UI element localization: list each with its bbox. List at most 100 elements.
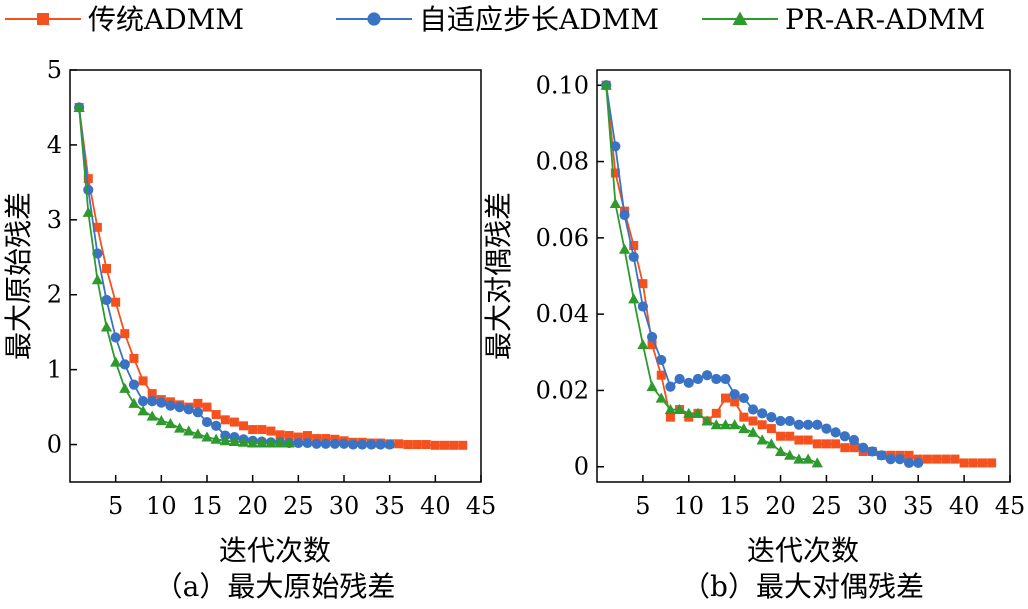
y-tick-label: 5 [47, 56, 62, 84]
data-point [211, 420, 222, 431]
data-point [228, 435, 241, 447]
data-point [403, 440, 413, 450]
plot-frame [596, 69, 1011, 483]
data-point [618, 243, 631, 254]
data-point [102, 264, 112, 274]
data-point [619, 209, 630, 221]
x-tick-label: 5 [635, 492, 650, 520]
data-point [338, 438, 350, 449]
data-point [830, 427, 841, 438]
data-point [137, 395, 149, 407]
data-point [165, 400, 176, 411]
data-point [674, 373, 685, 385]
data-point [876, 450, 887, 461]
data-point [913, 457, 924, 469]
data-point [766, 412, 777, 423]
data-point [201, 416, 213, 428]
data-point [293, 432, 303, 442]
data-point [665, 381, 676, 392]
data-point [138, 376, 148, 386]
data-point [284, 431, 294, 441]
data-point [247, 437, 259, 448]
data-point [248, 425, 258, 435]
x-tick-label: 30 [857, 492, 888, 520]
data-point [146, 410, 158, 421]
data-point [730, 397, 740, 407]
data-point [638, 279, 648, 289]
data-point [821, 439, 831, 449]
data-point [757, 408, 768, 419]
data-point [803, 435, 813, 445]
data-point [101, 294, 112, 306]
data-point [384, 439, 395, 450]
series-line [78, 107, 390, 446]
data-point [922, 454, 932, 464]
data-point [739, 412, 749, 422]
data-point [959, 458, 969, 468]
data-point [283, 437, 295, 448]
data-point [201, 431, 213, 442]
data-point [302, 437, 313, 449]
data-point [774, 445, 787, 456]
data-point [812, 419, 823, 430]
data-point [610, 168, 620, 178]
data-point [894, 454, 905, 465]
data-point [210, 433, 222, 444]
data-point [239, 421, 249, 431]
data-point [147, 395, 158, 407]
data-point [366, 439, 377, 450]
data-point [312, 434, 322, 444]
x-tick-label: 35 [903, 492, 934, 520]
data-point [711, 408, 721, 418]
x-tick-label: 45 [995, 492, 1026, 520]
data-point [275, 430, 285, 440]
data-point [646, 331, 658, 343]
x-tick-label: 40 [949, 492, 980, 520]
data-point [111, 297, 121, 307]
series-line [605, 85, 919, 464]
data-point [977, 458, 987, 468]
data-point [183, 404, 194, 415]
x-tick-label: 25 [283, 492, 314, 520]
legend: 传统ADMM 自适应步长ADMM PR-AR-ADMM [5, 3, 985, 36]
y-axis-label: 最大对偶残差 [482, 192, 515, 360]
data-point [647, 340, 657, 350]
data-point [665, 412, 675, 422]
data-point [321, 434, 331, 444]
data-point [811, 457, 823, 468]
data-point [793, 419, 805, 430]
y-axis-label: 最大原始残差 [2, 192, 35, 360]
data-point [83, 174, 93, 184]
data-point [738, 392, 749, 404]
data-point [867, 446, 878, 457]
data-point [430, 440, 440, 450]
data-point [311, 438, 322, 449]
x-tick-label: 5 [108, 492, 123, 520]
data-point [110, 332, 121, 343]
data-point [174, 401, 185, 413]
data-point [257, 425, 267, 435]
data-point [412, 440, 422, 450]
data-point [375, 439, 386, 450]
data-point [193, 398, 203, 408]
x-tick-label: 10 [674, 492, 705, 520]
data-point [968, 458, 978, 468]
y-tick-label: 1 [47, 356, 62, 384]
data-point [802, 453, 814, 464]
data-point [904, 450, 914, 460]
y-tick-label: 0.08 [536, 148, 589, 176]
data-point [756, 434, 768, 445]
data-point [932, 454, 942, 464]
data-point [903, 457, 915, 469]
data-point [119, 359, 130, 370]
data-point [439, 440, 449, 450]
legend-label: 自适应步长ADMM [419, 3, 659, 36]
data-point [609, 197, 621, 209]
data-point [710, 419, 722, 430]
data-point [839, 431, 850, 442]
data-point [747, 426, 759, 437]
data-point [192, 428, 204, 439]
data-point [646, 381, 658, 392]
data-point [128, 379, 140, 390]
data-point [202, 402, 212, 412]
